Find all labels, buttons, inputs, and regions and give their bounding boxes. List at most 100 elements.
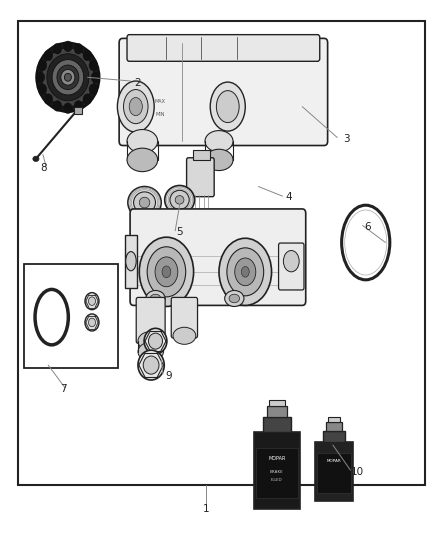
Text: MOPAR: MOPAR: [268, 456, 286, 461]
Ellipse shape: [170, 190, 189, 209]
Ellipse shape: [47, 54, 89, 101]
Text: BRAKE: BRAKE: [270, 470, 284, 474]
Ellipse shape: [44, 94, 53, 104]
Ellipse shape: [61, 69, 75, 85]
Ellipse shape: [150, 294, 161, 303]
Ellipse shape: [52, 60, 84, 95]
Ellipse shape: [229, 294, 240, 303]
Ellipse shape: [144, 328, 167, 354]
Ellipse shape: [235, 258, 256, 286]
Ellipse shape: [165, 185, 194, 214]
Ellipse shape: [134, 192, 155, 213]
FancyBboxPatch shape: [279, 243, 304, 290]
Ellipse shape: [36, 43, 99, 112]
Ellipse shape: [53, 101, 62, 111]
Text: 2: 2: [134, 78, 141, 87]
Bar: [317, 453, 351, 493]
Ellipse shape: [148, 333, 162, 349]
Ellipse shape: [173, 327, 196, 344]
Bar: [315, 442, 353, 501]
Ellipse shape: [127, 130, 158, 153]
Bar: [256, 448, 298, 498]
Bar: [74, 107, 82, 114]
Text: 3: 3: [343, 134, 350, 143]
Bar: [193, 150, 210, 160]
FancyBboxPatch shape: [136, 297, 165, 343]
Ellipse shape: [83, 94, 92, 104]
Text: 8: 8: [40, 163, 47, 173]
Ellipse shape: [129, 98, 142, 116]
FancyBboxPatch shape: [127, 35, 320, 61]
Ellipse shape: [128, 187, 161, 219]
Bar: [18, 21, 425, 485]
Text: 7: 7: [60, 384, 67, 394]
Ellipse shape: [146, 290, 165, 306]
Text: 1: 1: [202, 504, 209, 514]
Text: MAX: MAX: [154, 99, 166, 104]
Ellipse shape: [33, 156, 39, 161]
Ellipse shape: [225, 290, 244, 306]
Ellipse shape: [85, 293, 99, 310]
Ellipse shape: [64, 103, 72, 114]
Ellipse shape: [57, 65, 79, 90]
Bar: [326, 422, 342, 431]
Ellipse shape: [42, 48, 94, 107]
Ellipse shape: [89, 84, 98, 94]
Ellipse shape: [64, 41, 72, 52]
Ellipse shape: [36, 72, 45, 83]
Ellipse shape: [139, 197, 150, 208]
Ellipse shape: [38, 84, 47, 94]
Ellipse shape: [83, 50, 92, 61]
Ellipse shape: [74, 43, 83, 54]
Ellipse shape: [88, 297, 95, 305]
Ellipse shape: [138, 350, 164, 380]
Bar: [323, 431, 345, 442]
Ellipse shape: [89, 60, 98, 71]
Ellipse shape: [126, 252, 136, 271]
Ellipse shape: [216, 91, 239, 123]
Bar: [125, 235, 137, 288]
Ellipse shape: [205, 149, 233, 171]
Ellipse shape: [85, 314, 99, 331]
Ellipse shape: [210, 82, 245, 131]
Ellipse shape: [138, 332, 163, 351]
Ellipse shape: [64, 74, 71, 81]
Ellipse shape: [205, 131, 233, 152]
Text: 10: 10: [350, 467, 364, 477]
FancyBboxPatch shape: [187, 158, 214, 197]
Ellipse shape: [88, 318, 95, 327]
FancyBboxPatch shape: [119, 38, 328, 146]
Ellipse shape: [227, 248, 264, 296]
Ellipse shape: [44, 50, 53, 61]
FancyBboxPatch shape: [171, 297, 198, 338]
Bar: [328, 417, 340, 422]
Ellipse shape: [241, 266, 249, 277]
Ellipse shape: [127, 148, 158, 172]
FancyBboxPatch shape: [130, 209, 306, 305]
Ellipse shape: [162, 266, 171, 278]
Text: 9: 9: [165, 371, 172, 381]
Ellipse shape: [117, 81, 154, 132]
Bar: [269, 400, 285, 406]
Ellipse shape: [139, 237, 194, 306]
Ellipse shape: [74, 101, 83, 111]
Text: MOPAR: MOPAR: [326, 459, 341, 463]
Bar: [267, 406, 287, 417]
Text: 5: 5: [176, 227, 183, 237]
Text: 6: 6: [364, 222, 371, 231]
Bar: [254, 432, 300, 509]
Bar: [24, 264, 118, 368]
Ellipse shape: [53, 43, 62, 54]
Bar: [263, 417, 291, 432]
Text: 4: 4: [286, 192, 293, 202]
Text: FLUID: FLUID: [271, 478, 283, 482]
Text: MIN: MIN: [155, 112, 165, 117]
Ellipse shape: [147, 247, 186, 297]
Ellipse shape: [138, 342, 163, 361]
Ellipse shape: [155, 257, 178, 287]
Ellipse shape: [143, 356, 159, 374]
Ellipse shape: [124, 90, 148, 124]
Ellipse shape: [219, 238, 272, 305]
Ellipse shape: [175, 196, 184, 204]
Ellipse shape: [283, 251, 299, 272]
